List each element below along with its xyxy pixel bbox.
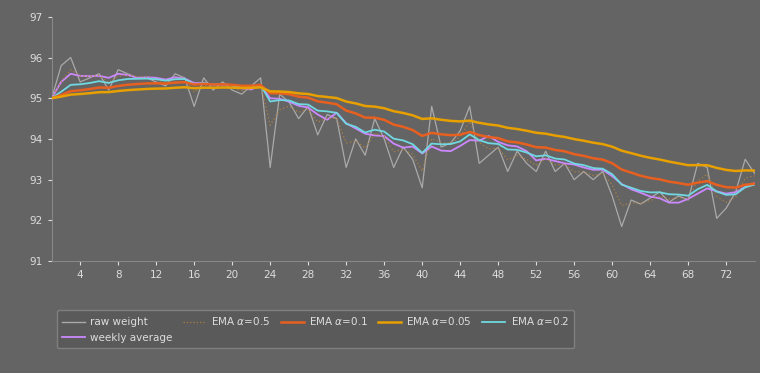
Line: EMA $\alpha$=0.05: EMA $\alpha$=0.05 <box>52 87 755 171</box>
EMA $\alpha$=0.2 <box>104 81 113 85</box>
EMA $\alpha$=0.2 <box>750 182 759 187</box>
EMA $\alpha$=0.5 <box>626 201 635 205</box>
EMA $\alpha$=0.5 <box>608 182 617 187</box>
raw weight <box>66 55 75 60</box>
EMA $\alpha$=0.05 <box>47 96 56 100</box>
EMA $\alpha$=0.5 <box>47 96 56 100</box>
EMA $\alpha$=0.05 <box>180 85 189 90</box>
weekly average <box>47 96 56 100</box>
weekly average <box>114 72 123 76</box>
EMA $\alpha$=0.1 <box>589 156 598 160</box>
EMA $\alpha$=0.1 <box>731 185 740 190</box>
EMA $\alpha$=0.5 <box>66 68 75 72</box>
EMA $\alpha$=0.05 <box>617 148 626 153</box>
raw weight <box>693 161 702 166</box>
EMA $\alpha$=0.2 <box>47 96 56 100</box>
EMA $\alpha$=0.05 <box>608 144 617 149</box>
EMA $\alpha$=0.1 <box>608 161 617 166</box>
EMA $\alpha$=0.5 <box>693 179 702 183</box>
EMA $\alpha$=0.5 <box>617 203 626 208</box>
Legend: raw weight, weekly average, EMA $\alpha$=0.5, EMA $\alpha$=0.1, EMA $\alpha$=0.0: raw weight, weekly average, EMA $\alpha$… <box>57 310 574 348</box>
EMA $\alpha$=0.1 <box>684 182 693 187</box>
EMA $\alpha$=0.5 <box>646 198 655 203</box>
EMA $\alpha$=0.1 <box>104 85 113 90</box>
raw weight <box>114 68 123 72</box>
weekly average <box>589 167 598 172</box>
EMA $\alpha$=0.05 <box>684 163 693 167</box>
EMA $\alpha$=0.05 <box>750 168 759 173</box>
Line: EMA $\alpha$=0.1: EMA $\alpha$=0.1 <box>52 82 755 188</box>
EMA $\alpha$=0.05 <box>636 153 645 158</box>
EMA $\alpha$=0.2 <box>589 166 598 170</box>
raw weight <box>750 171 759 176</box>
weekly average <box>664 200 674 205</box>
weekly average <box>750 181 759 185</box>
EMA $\alpha$=0.5 <box>750 173 759 178</box>
EMA $\alpha$=0.05 <box>731 169 740 173</box>
weekly average <box>608 174 617 178</box>
weekly average <box>636 191 645 195</box>
raw weight <box>589 178 598 182</box>
EMA $\alpha$=0.2 <box>684 194 693 198</box>
weekly average <box>104 76 113 80</box>
EMA $\alpha$=0.5 <box>114 74 123 78</box>
EMA $\alpha$=0.1 <box>750 181 759 186</box>
EMA $\alpha$=0.2 <box>617 182 626 187</box>
EMA $\alpha$=0.05 <box>104 90 113 94</box>
EMA $\alpha$=0.2 <box>608 172 617 176</box>
EMA $\alpha$=0.2 <box>142 76 151 81</box>
EMA $\alpha$=0.2 <box>636 189 645 193</box>
raw weight <box>626 198 635 202</box>
weekly average <box>617 182 626 186</box>
raw weight <box>617 224 626 229</box>
EMA $\alpha$=0.1 <box>47 96 56 100</box>
raw weight <box>47 96 56 100</box>
Line: EMA $\alpha$=0.5: EMA $\alpha$=0.5 <box>52 70 755 206</box>
Line: raw weight: raw weight <box>52 57 755 226</box>
weekly average <box>693 191 702 196</box>
Line: weekly average: weekly average <box>52 74 755 203</box>
EMA $\alpha$=0.1 <box>617 167 626 172</box>
raw weight <box>608 194 617 198</box>
EMA $\alpha$=0.5 <box>589 173 598 178</box>
Line: EMA $\alpha$=0.2: EMA $\alpha$=0.2 <box>52 79 755 196</box>
raw weight <box>646 196 655 200</box>
EMA $\alpha$=0.1 <box>180 80 189 84</box>
EMA $\alpha$=0.1 <box>636 173 645 178</box>
EMA $\alpha$=0.2 <box>693 187 702 191</box>
EMA $\alpha$=0.05 <box>589 140 598 145</box>
